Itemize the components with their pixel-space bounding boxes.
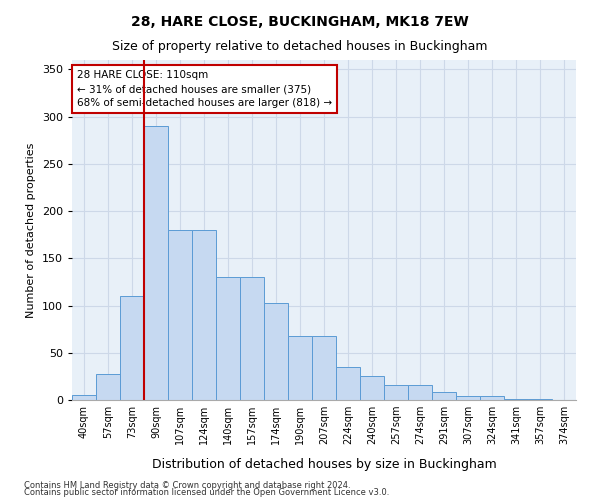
Text: Contains public sector information licensed under the Open Government Licence v3: Contains public sector information licen… [24, 488, 389, 497]
Y-axis label: Number of detached properties: Number of detached properties [26, 142, 36, 318]
Bar [336, 367, 360, 400]
Bar [240, 277, 264, 400]
Bar [192, 230, 216, 400]
Bar [312, 336, 336, 400]
Bar [432, 392, 456, 400]
Bar [288, 336, 312, 400]
Bar [384, 385, 408, 400]
Bar [144, 126, 168, 400]
Bar [72, 396, 96, 400]
Text: 28 HARE CLOSE: 110sqm
← 31% of detached houses are smaller (375)
68% of semi-det: 28 HARE CLOSE: 110sqm ← 31% of detached … [77, 70, 332, 108]
Bar [96, 374, 120, 400]
Bar [168, 230, 192, 400]
Bar [120, 296, 144, 400]
Bar [264, 302, 288, 400]
Bar [528, 399, 552, 400]
Bar [480, 396, 504, 400]
X-axis label: Distribution of detached houses by size in Buckingham: Distribution of detached houses by size … [152, 458, 496, 471]
Bar [216, 277, 240, 400]
Bar [360, 376, 384, 400]
Bar [408, 385, 432, 400]
Bar [456, 396, 480, 400]
Text: Contains HM Land Registry data © Crown copyright and database right 2024.: Contains HM Land Registry data © Crown c… [24, 480, 350, 490]
Text: 28, HARE CLOSE, BUCKINGHAM, MK18 7EW: 28, HARE CLOSE, BUCKINGHAM, MK18 7EW [131, 15, 469, 29]
Bar [504, 399, 528, 400]
Text: Size of property relative to detached houses in Buckingham: Size of property relative to detached ho… [112, 40, 488, 53]
